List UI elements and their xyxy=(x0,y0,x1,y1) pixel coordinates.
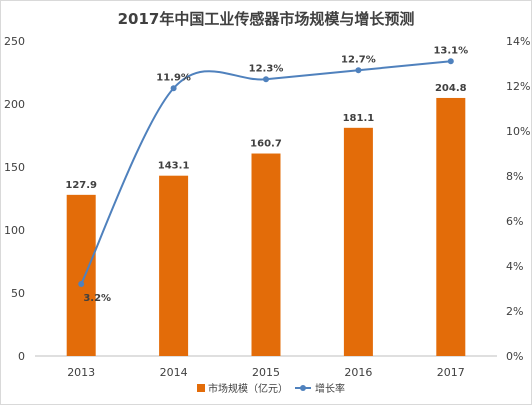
growth-line xyxy=(80,60,451,285)
bar xyxy=(343,127,373,357)
bar-value-label: 143.1 xyxy=(158,161,190,172)
line-point xyxy=(263,76,269,83)
x-axis: 2013 2014 2015 2016 2017 xyxy=(67,366,465,379)
data-labels: 127.9 143.1 160.7 181.1 204.8 3.2% 11.9% 12.3% 1… xyxy=(65,45,468,304)
bar-value-label: 181.1 xyxy=(343,113,375,124)
x-tick-label: 2013 xyxy=(67,366,95,379)
legend-label-line: 增长率 xyxy=(315,382,345,395)
x-tick-label: 2016 xyxy=(344,366,372,379)
line-point xyxy=(78,281,85,287)
left-tick-label: 50 xyxy=(11,287,25,300)
legend-swatch-marker xyxy=(300,385,306,391)
line-value-label: 13.1% xyxy=(433,45,468,56)
right-tick-label: 2% xyxy=(506,305,523,318)
bar xyxy=(436,97,466,357)
x-tick-label: 2017 xyxy=(437,366,465,379)
right-tick-label: 4% xyxy=(506,260,523,273)
bar-value-label: 204.8 xyxy=(435,83,467,94)
right-tick-label: 0% xyxy=(506,350,523,363)
chart-title: 2017年中国工业传感器市场规模与增长预测 xyxy=(118,10,415,28)
right-tick-label: 14% xyxy=(506,35,530,48)
bar-value-label: 160.7 xyxy=(250,139,282,150)
left-tick-label: 100 xyxy=(4,224,25,237)
line-value-label: 11.9% xyxy=(156,72,191,83)
line-series xyxy=(78,58,454,287)
bar xyxy=(66,194,96,356)
line-point xyxy=(170,85,177,92)
left-tick-label: 250 xyxy=(4,35,25,48)
right-tick-label: 6% xyxy=(506,215,523,228)
right-axis: 0% 2% 4% 6% 8% 10% 12% 14% xyxy=(506,35,530,363)
right-tick-label: 8% xyxy=(506,170,523,183)
x-tick-label: 2015 xyxy=(252,366,280,379)
left-tick-label: 200 xyxy=(4,98,25,111)
bar-value-label: 127.9 xyxy=(65,180,97,191)
line-point xyxy=(447,58,454,65)
left-tick-label: 150 xyxy=(4,161,25,174)
bar xyxy=(251,153,281,356)
line-value-label: 12.3% xyxy=(249,63,284,74)
line-value-label: 12.7% xyxy=(341,54,376,65)
legend-label-bar: 市场规模（亿元） xyxy=(208,382,288,395)
right-tick-label: 10% xyxy=(506,125,530,138)
line-value-label: 3.2% xyxy=(83,293,111,304)
legend-swatch-bar xyxy=(197,384,205,392)
legend: 市场规模（亿元） 增长率 xyxy=(197,382,345,395)
bar xyxy=(159,175,189,356)
right-tick-label: 12% xyxy=(506,80,530,93)
x-tick-label: 2014 xyxy=(160,366,188,379)
bar-series xyxy=(66,97,466,357)
left-axis: 0 50 100 150 200 250 xyxy=(4,35,25,363)
line-point xyxy=(355,67,362,74)
left-tick-label: 0 xyxy=(18,350,25,363)
